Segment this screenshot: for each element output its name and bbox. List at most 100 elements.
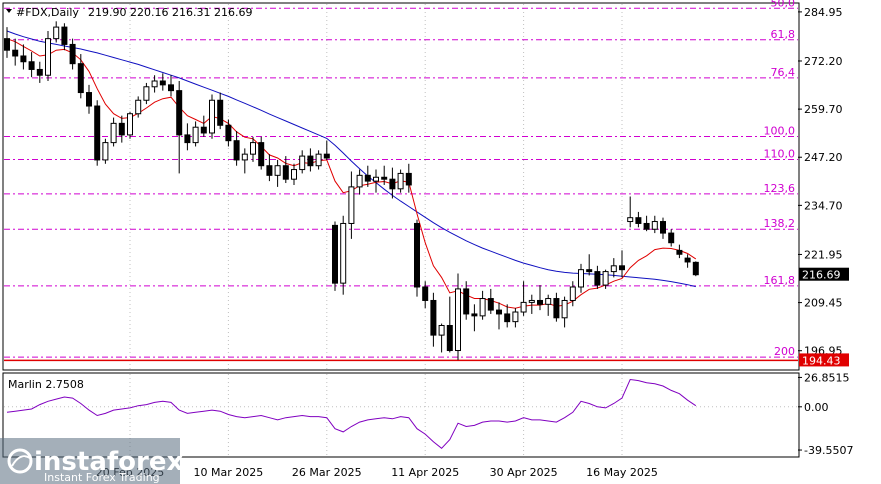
fib-level-label: 200 (774, 345, 795, 358)
fib-level-label: 138,2 (764, 217, 796, 230)
candle-body (291, 169, 297, 180)
chevron-down-icon[interactable] (6, 9, 12, 13)
candle-body (414, 222, 420, 288)
x-tick-label: 10 Mar 2025 (194, 466, 264, 479)
candle (143, 82, 150, 105)
candle (545, 294, 552, 316)
candle (528, 294, 535, 314)
candle (4, 27, 10, 58)
indicator-tick-label: 0.00 (804, 401, 829, 414)
logo-tagline: Instant Forex Trading (44, 471, 160, 484)
candle (61, 23, 68, 51)
candle (553, 292, 560, 322)
candle (414, 219, 420, 297)
candle (364, 165, 371, 187)
fib-level-label: 61,8 (771, 28, 796, 41)
candle-body (569, 286, 576, 301)
candle-body (315, 153, 322, 167)
y-tick-label: 284.95 (804, 6, 843, 19)
candle (627, 196, 634, 228)
candle-body (676, 249, 683, 255)
candle-body (258, 142, 265, 167)
candle-body (553, 298, 560, 319)
candle-body (578, 269, 584, 288)
candle (471, 304, 478, 332)
candle (373, 169, 379, 193)
candle (36, 61, 43, 83)
candle-body (299, 155, 306, 171)
marlin-indicator (4, 378, 798, 449)
candle (233, 131, 240, 166)
candle-body (594, 271, 601, 286)
y-tick-label: 234.70 (804, 199, 843, 212)
candle-body (192, 126, 199, 144)
candle-body (684, 257, 691, 263)
candle-body (471, 313, 478, 317)
candle-body (61, 26, 68, 45)
candle (602, 269, 609, 289)
indicator-name: Marlin 2.7508 (8, 378, 84, 391)
candle (225, 119, 232, 147)
candle (217, 92, 224, 130)
candle (168, 75, 174, 97)
candlesticks (4, 21, 699, 361)
x-tick-label: 11 Apr 2025 (391, 466, 459, 479)
candle-body (438, 324, 445, 336)
candle (307, 148, 314, 172)
indicator-tick-label: 26.8515 (804, 371, 850, 384)
candle (487, 288, 494, 314)
candle-body (545, 298, 552, 305)
y-tick-label: 247.20 (804, 151, 843, 164)
candle (151, 75, 158, 93)
candle-body (307, 155, 314, 167)
candle-body (389, 178, 396, 190)
candle-body (209, 99, 215, 134)
candle (348, 171, 355, 239)
current-price-badge (799, 267, 849, 281)
candle-body (512, 311, 519, 323)
candle (635, 211, 642, 228)
support-price-label: 194.43 (802, 354, 841, 367)
candle (405, 163, 412, 193)
candle-body (282, 165, 289, 180)
candle-body (446, 324, 453, 352)
candle (594, 265, 601, 289)
candle-body (602, 271, 609, 286)
candle (356, 169, 363, 195)
candle (266, 154, 273, 182)
candle (110, 117, 117, 147)
candle (692, 261, 699, 277)
candle-body (110, 122, 117, 144)
y-tick-label: 272.20 (804, 55, 843, 68)
logo-swoosh-icon (7, 448, 33, 474)
candle-body (610, 265, 617, 273)
candle (127, 111, 133, 139)
candle (610, 258, 617, 278)
marlin-line (6, 378, 697, 449)
candle-body (520, 301, 527, 313)
candle (159, 73, 166, 91)
candle-body (422, 286, 429, 301)
candle (512, 308, 519, 328)
candle (94, 100, 101, 166)
candle-body (643, 222, 650, 230)
y-tick-label: 221.95 (804, 248, 843, 261)
candle (323, 140, 330, 160)
candle-body (77, 63, 84, 94)
candle-body (397, 172, 404, 190)
candle-body (135, 99, 142, 115)
candle-body (168, 84, 174, 92)
candle (53, 21, 60, 43)
candle-body (241, 153, 248, 161)
candle-body (668, 232, 675, 244)
y-tick-label: 209.45 (804, 297, 843, 310)
candle (241, 148, 248, 174)
candle (684, 254, 691, 268)
candle (569, 281, 576, 307)
candle (102, 138, 109, 164)
candle (586, 254, 593, 276)
candle-body (660, 221, 666, 234)
candle-body (151, 80, 158, 88)
candle (619, 250, 625, 278)
